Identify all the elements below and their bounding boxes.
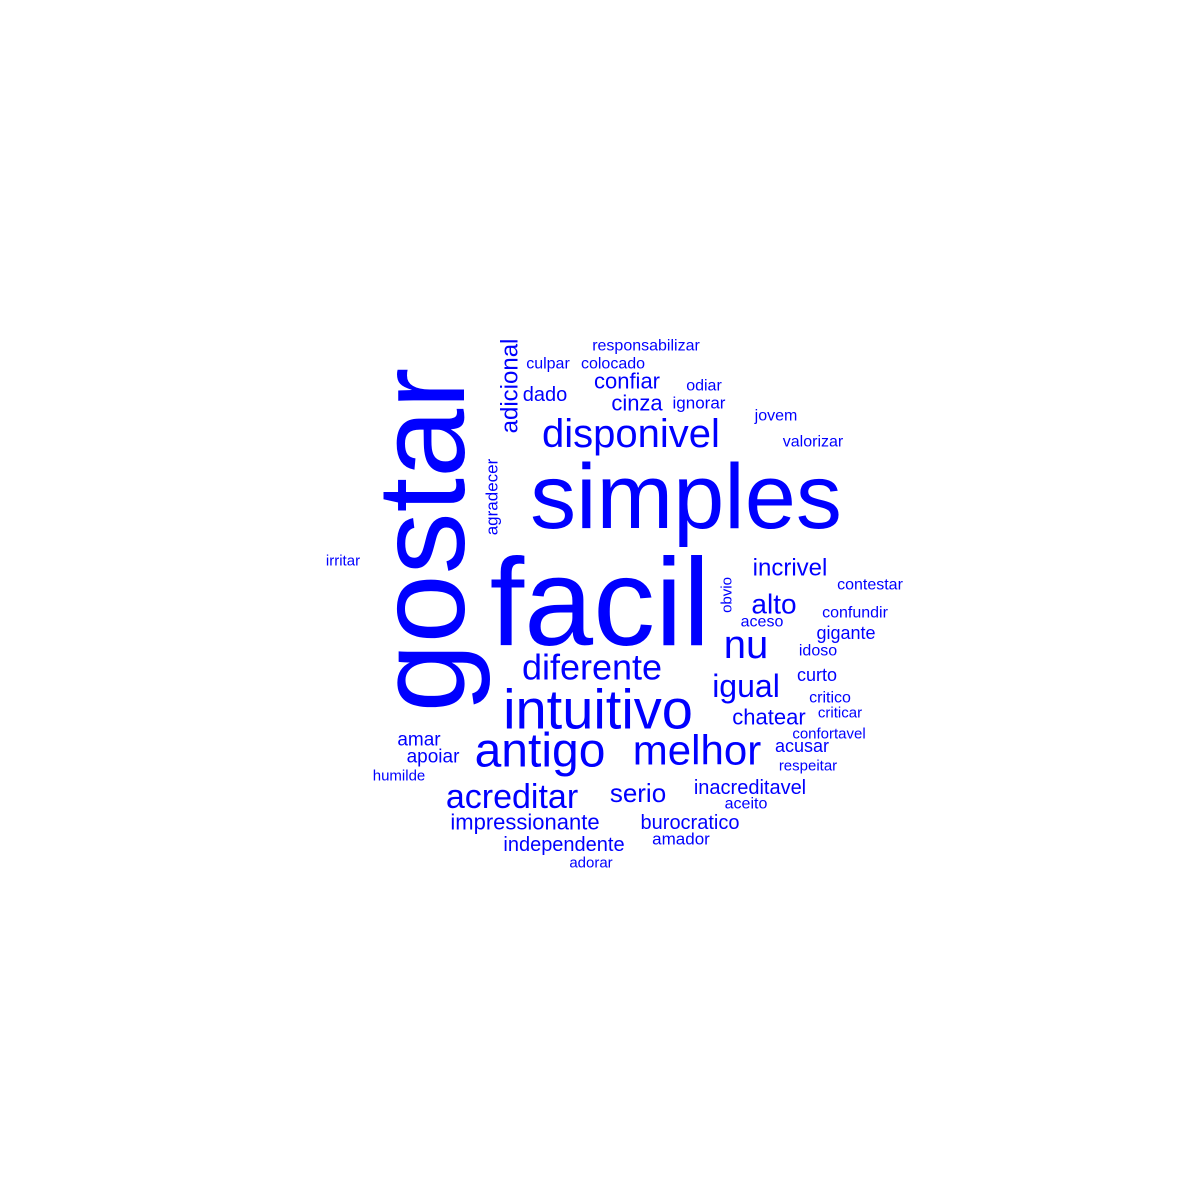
word-disponivel: disponivel [542,412,720,456]
word-critico: critico [809,690,851,707]
word-idoso: idoso [799,643,837,660]
word-incrivel: incrivel [753,555,828,582]
word-independente: independente [503,834,624,856]
word-igual: igual [712,668,780,704]
word-nu: nu [724,623,769,667]
word-inacreditavel: inacreditavel [694,777,806,799]
word-colocado: colocado [581,356,645,373]
word-intuitivo: intuitivo [503,678,693,741]
word-facil: facil [490,534,711,672]
word-adicional: adicional [497,339,524,434]
word-apoiar: apoiar [407,747,460,768]
word-acusar: acusar [775,736,829,756]
word-acreditar: acreditar [446,778,578,816]
word-responsabilizar: responsabilizar [592,338,700,355]
word-humilde: humilde [373,768,426,785]
word-amar: amar [397,730,441,751]
word-alto: alto [751,589,796,620]
word-melhor: melhor [633,727,761,774]
word-burocratico: burocratico [641,812,740,834]
word-amador: amador [652,830,710,849]
word-simples: simples [530,446,842,548]
word-obvio: obvio [719,577,736,613]
word-criticar: criticar [818,705,862,722]
word-aceito: aceito [725,796,768,813]
word-cinza: cinza [611,391,663,416]
word-confundir: confundir [822,605,888,622]
word-dado: dado [523,384,568,406]
word-impressionante: impressionante [450,810,599,835]
word-gostar: gostar [353,368,491,713]
word-confiar: confiar [594,369,660,394]
word-gigante: gigante [816,623,875,643]
word-serio: serio [610,778,666,808]
word-chatear: chatear [732,705,805,730]
word-respeitar: respeitar [779,758,837,775]
word-antigo: antigo [475,725,606,778]
word-valorizar: valorizar [783,434,844,451]
word-adorar: adorar [569,855,612,872]
word-confortavel: confortavel [792,726,865,743]
word-culpar: culpar [526,356,570,373]
word-odiar: odiar [686,378,722,395]
word-diferente: diferente [522,647,662,688]
word-agradecer: agradecer [483,458,502,535]
word-irritar: irritar [326,553,360,570]
word-jovem: jovem [754,408,798,425]
word-aceso: aceso [741,614,784,631]
word-ignorar: ignorar [673,394,726,413]
word-contestar: contestar [837,577,903,594]
word-curto: curto [797,665,837,685]
